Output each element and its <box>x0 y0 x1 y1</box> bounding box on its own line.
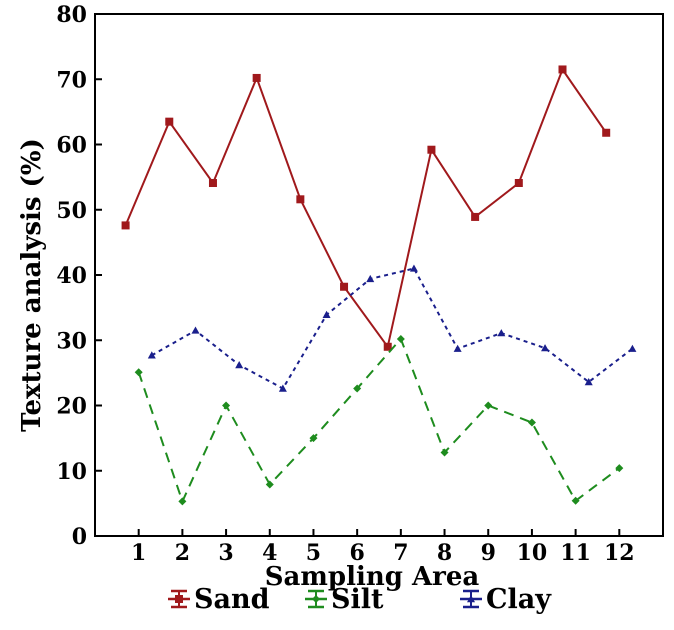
clay-point <box>322 310 331 319</box>
series-clay <box>147 264 637 392</box>
y-tick-label: 20 <box>56 394 87 420</box>
legend-label-sand: Sand <box>194 584 270 615</box>
clay-point <box>191 326 200 334</box>
x-tick-label: 4 <box>262 540 277 566</box>
legend: Sand Silt Clay <box>168 584 552 615</box>
legend-marker-silt <box>312 595 320 603</box>
clay-point <box>584 378 593 386</box>
y-axis-title: Texture analysis (%) <box>17 138 47 432</box>
sand-point <box>558 65 567 74</box>
silt-point <box>134 368 143 377</box>
y-tick-label: 50 <box>56 198 87 224</box>
x-tick-label: 2 <box>175 540 190 566</box>
sand-line <box>124 67 608 350</box>
silt-point <box>615 464 624 473</box>
silt-point <box>396 334 405 343</box>
series-silt <box>134 334 624 506</box>
silt-point <box>440 448 449 457</box>
y-tick-label: 70 <box>56 67 87 93</box>
sand-point <box>208 178 217 187</box>
y-tick-label: 40 <box>56 263 87 289</box>
clay-point <box>409 264 418 272</box>
x-tick-label: 10 <box>517 540 548 566</box>
y-tick-label: 30 <box>56 328 87 354</box>
x-axis-ticks: 1 2 3 4 5 6 7 8 9 10 11 12 <box>131 529 635 566</box>
x-tick-label: 8 <box>437 540 452 566</box>
x-axis-title: Sampling Area <box>265 562 480 592</box>
silt-point <box>353 384 362 393</box>
clay-point <box>366 274 375 283</box>
clay-point <box>628 344 637 352</box>
series-sand <box>121 65 611 351</box>
sand-point <box>427 145 436 154</box>
sand-point <box>383 342 392 351</box>
legend-label-silt: Silt <box>331 584 384 615</box>
x-tick-label: 12 <box>604 540 635 566</box>
x-tick-label: 6 <box>349 540 364 566</box>
silt-point <box>265 480 274 489</box>
legend-marker-clay <box>467 595 475 603</box>
clay-point <box>147 351 156 359</box>
x-tick-label: 5 <box>306 540 321 566</box>
silt-point <box>484 401 493 410</box>
y-tick-label: 80 <box>56 2 87 28</box>
sand-point <box>514 178 523 187</box>
clay-point <box>541 344 550 352</box>
x-tick-label: 9 <box>481 540 496 566</box>
sand-point <box>121 221 130 230</box>
legend-label-clay: Clay <box>486 584 552 615</box>
legend-item-clay: Clay <box>460 584 552 615</box>
silt-line <box>137 336 620 505</box>
sand-point <box>165 117 174 126</box>
sand-point <box>471 212 480 221</box>
sand-point <box>340 282 349 291</box>
y-axis-ticks: 0 10 20 30 40 50 60 70 80 <box>56 2 102 550</box>
silt-point <box>178 497 187 506</box>
clay-line <box>151 267 634 390</box>
silt-point <box>222 401 231 410</box>
silt-point <box>527 418 536 427</box>
y-tick-label: 60 <box>56 133 87 159</box>
legend-marker-sand <box>175 595 183 603</box>
sand-point <box>296 195 305 204</box>
series-layer <box>121 65 637 506</box>
x-tick-label: 1 <box>131 540 146 566</box>
y-tick-label: 0 <box>72 524 87 550</box>
y-tick-label: 10 <box>56 459 87 485</box>
silt-point <box>309 434 318 443</box>
x-tick-label: 7 <box>393 540 408 566</box>
clay-point <box>235 361 244 369</box>
x-tick-label: 11 <box>560 540 591 566</box>
clay-point <box>497 329 506 337</box>
legend-item-silt: Silt <box>305 584 384 615</box>
silt-point <box>571 496 580 505</box>
legend-item-sand: Sand <box>168 584 270 615</box>
sand-point <box>602 128 611 137</box>
x-tick-label: 3 <box>218 540 233 566</box>
sand-point <box>252 73 261 82</box>
clay-point <box>278 384 287 392</box>
clay-point <box>453 344 462 352</box>
